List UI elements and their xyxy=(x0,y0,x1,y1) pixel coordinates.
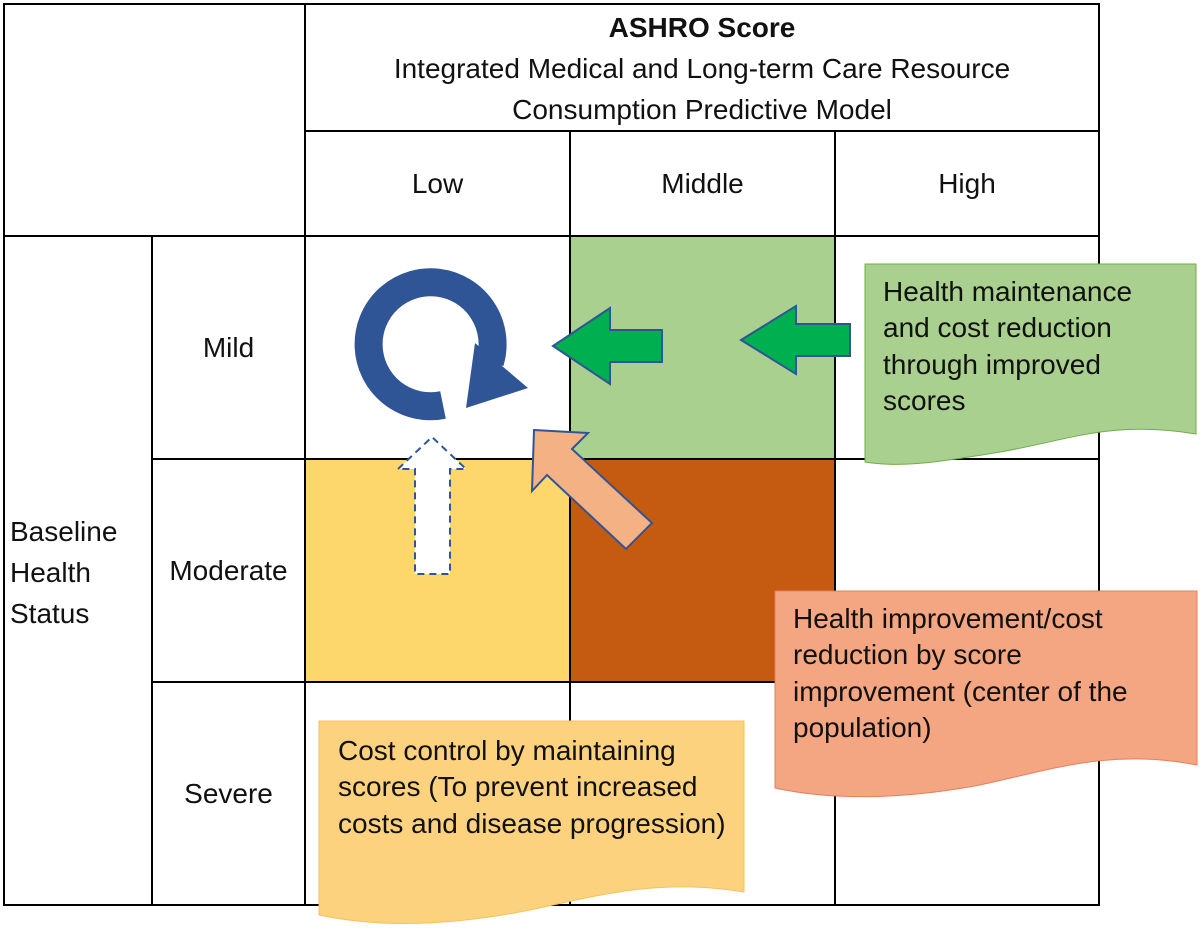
header-title: ASHRO Score xyxy=(608,12,796,44)
column-header-high: High xyxy=(938,167,996,199)
yellow-note-text: Cost control by maintaining scores (To p… xyxy=(338,735,726,839)
header-subtitle: Integrated Medical and Long-term Care Re… xyxy=(393,53,1011,125)
green-note-text: Health maintenance and cost reduction th… xyxy=(883,276,1133,417)
column-header-middle: Middle xyxy=(661,167,744,199)
yellow-note-shape xyxy=(318,720,745,925)
diagonal-arrow-icon xyxy=(530,428,654,551)
up-arrow-icon xyxy=(395,435,469,575)
row-group-label: Baseline Health Status xyxy=(10,515,118,629)
orange-note-text: Health improvement/cost reduction by sco… xyxy=(793,603,1128,744)
row-header-mild: Mild xyxy=(202,331,255,363)
cycle-arrow-icon xyxy=(354,268,528,421)
row-header-severe: Severe xyxy=(184,777,273,809)
row-header-moderate: Moderate xyxy=(169,554,288,586)
left-arrow-icon xyxy=(551,304,851,386)
green-note-shape xyxy=(864,263,1197,465)
column-header-low: Low xyxy=(411,167,464,199)
orange-note-shape xyxy=(774,590,1198,798)
